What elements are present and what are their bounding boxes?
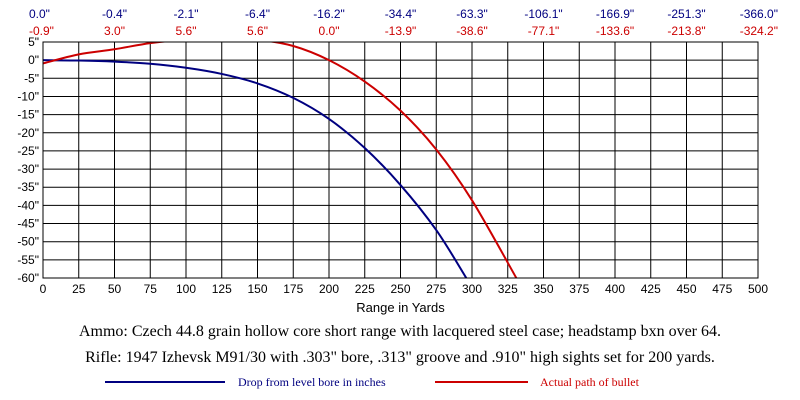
top-drop-label: 0.0"	[29, 7, 50, 21]
x-tick-label: 225	[355, 282, 375, 296]
x-tick-label: 350	[533, 282, 553, 296]
top-path-label: -133.6"	[596, 24, 634, 38]
top-path-label: -0.9"	[29, 24, 54, 38]
legend-path-label: Actual path of bullet	[540, 375, 640, 389]
y-tick-label: -10"	[17, 89, 39, 103]
legend-drop-label: Drop from level bore in inches	[238, 375, 386, 389]
x-tick-label: 450	[676, 282, 696, 296]
x-tick-label: 400	[605, 282, 625, 296]
chart-grid	[42, 41, 759, 279]
legend: Drop from level bore in inches Actual pa…	[105, 375, 640, 389]
x-tick-label: 175	[283, 282, 303, 296]
series-lines	[43, 42, 518, 278]
top-path-label: -38.6"	[456, 24, 488, 38]
x-tick-label: 125	[212, 282, 232, 296]
y-tick-label: -30"	[17, 162, 39, 176]
top-drop-label: -63.3"	[456, 7, 488, 21]
x-tick-label: 200	[319, 282, 339, 296]
x-tick-label: 425	[641, 282, 661, 296]
x-tick-label: 500	[748, 282, 768, 296]
x-axis-title: Range in Yards	[356, 300, 445, 315]
top-drop-label: -2.1"	[174, 7, 199, 21]
y-tick-label: -5"	[24, 71, 39, 85]
top-drop-label: -166.9"	[596, 7, 634, 21]
y-tick-label: -40"	[17, 198, 39, 212]
x-tick-label: 0	[40, 282, 47, 296]
top-path-label: -213.8"	[667, 24, 705, 38]
x-tick-label: 475	[712, 282, 732, 296]
x-tick-label: 100	[176, 282, 196, 296]
top-path-label: -77.1"	[528, 24, 560, 38]
y-tick-label: -25"	[17, 144, 39, 158]
y-axis-ticks: 5" 0" -5" -10" -15" -20" -25" -30" -35" -40" -45" -…	[17, 35, 39, 285]
y-tick-label: -20"	[17, 126, 39, 140]
x-tick-label: 375	[569, 282, 589, 296]
top-path-label: 5.6"	[247, 24, 268, 38]
top-drop-label: -106.1"	[524, 7, 562, 21]
top-path-label: 5.6"	[176, 24, 197, 38]
x-tick-label: 150	[247, 282, 267, 296]
top-value-labels: 0.0" -0.9" -0.4" 3.0" -2.1" 5.6" -6.4" 5.6" -16.…	[29, 7, 778, 38]
y-tick-label: -55"	[17, 253, 39, 267]
x-tick-label: 75	[144, 282, 158, 296]
top-drop-label: -0.4"	[102, 7, 127, 21]
x-tick-label: 50	[108, 282, 122, 296]
x-axis-ticks: 0 25 50 75 100 125 150 175 200 225 250 275 300 325 350…	[40, 282, 769, 296]
series-line-path	[43, 42, 518, 278]
caption-ammo: Ammo: Czech 44.8 grain hollow core short…	[79, 323, 721, 340]
top-drop-label: -6.4"	[245, 7, 270, 21]
x-tick-label: 275	[426, 282, 446, 296]
y-tick-label: -45"	[17, 217, 39, 231]
y-tick-label: -60"	[17, 271, 39, 285]
top-path-label: -13.9"	[385, 24, 417, 38]
top-path-label: 3.0"	[104, 24, 125, 38]
top-path-label: 0.0"	[319, 24, 340, 38]
top-drop-label: -16.2"	[313, 7, 345, 21]
x-tick-label: 25	[72, 282, 86, 296]
y-tick-label: -35"	[17, 180, 39, 194]
top-drop-label: -251.3"	[667, 7, 705, 21]
y-tick-label: 0"	[28, 53, 39, 67]
x-tick-label: 325	[498, 282, 518, 296]
y-tick-label: -15"	[17, 108, 39, 122]
y-tick-label: 5"	[28, 35, 39, 49]
plot-frame	[42, 41, 759, 279]
top-path-label: -324.2"	[740, 24, 778, 38]
series-line-drop	[43, 59, 468, 278]
caption-rifle: Rifle: 1947 Izhevsk M91/30 with .303" bo…	[85, 349, 715, 366]
y-tick-label: -50"	[17, 235, 39, 249]
x-tick-label: 300	[462, 282, 482, 296]
top-drop-label: -34.4"	[385, 7, 417, 21]
x-tick-label: 250	[390, 282, 410, 296]
top-drop-label: -366.0"	[740, 7, 778, 21]
